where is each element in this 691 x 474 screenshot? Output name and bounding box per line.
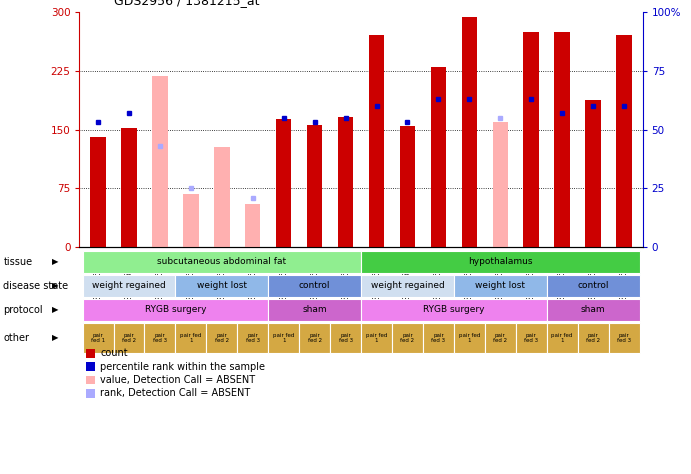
- Text: pair
fed 3: pair fed 3: [246, 333, 260, 343]
- Text: value, Detection Call = ABSENT: value, Detection Call = ABSENT: [100, 375, 255, 385]
- Text: subcutaneous abdominal fat: subcutaneous abdominal fat: [158, 257, 286, 266]
- Text: pair
fed 2: pair fed 2: [122, 333, 136, 343]
- Text: pair fed
1: pair fed 1: [459, 333, 480, 343]
- Text: control: control: [578, 282, 609, 291]
- Text: weight regained: weight regained: [92, 282, 166, 291]
- Bar: [307, 125, 323, 247]
- Bar: [585, 100, 601, 247]
- Text: other: other: [3, 333, 30, 343]
- Bar: [121, 128, 137, 247]
- Text: pair fed
1: pair fed 1: [180, 333, 202, 343]
- Text: pair
fed 2: pair fed 2: [400, 333, 415, 343]
- Text: sham: sham: [581, 306, 605, 315]
- Text: pair
fed 2: pair fed 2: [493, 333, 507, 343]
- Bar: [91, 137, 106, 247]
- Text: pair
fed 3: pair fed 3: [431, 333, 446, 343]
- Text: ▶: ▶: [52, 306, 58, 315]
- Bar: [152, 76, 168, 247]
- Text: pair
fed 3: pair fed 3: [339, 333, 352, 343]
- Text: RYGB surgery: RYGB surgery: [144, 306, 206, 315]
- Text: pair fed
1: pair fed 1: [273, 333, 294, 343]
- Text: weight lost: weight lost: [197, 282, 247, 291]
- Bar: [214, 147, 229, 247]
- Text: sham: sham: [303, 306, 327, 315]
- Bar: [276, 119, 292, 247]
- Text: control: control: [299, 282, 330, 291]
- Bar: [183, 194, 198, 247]
- Bar: [616, 36, 632, 247]
- Bar: [430, 67, 446, 247]
- Text: percentile rank within the sample: percentile rank within the sample: [100, 362, 265, 372]
- Text: pair
fed 2: pair fed 2: [215, 333, 229, 343]
- Bar: [338, 117, 353, 247]
- Text: ▶: ▶: [52, 257, 58, 266]
- Text: RYGB surgery: RYGB surgery: [423, 306, 484, 315]
- Text: disease state: disease state: [3, 281, 68, 291]
- Text: protocol: protocol: [3, 305, 43, 315]
- Bar: [462, 18, 477, 247]
- Text: tissue: tissue: [3, 257, 32, 267]
- Bar: [369, 36, 384, 247]
- Text: weight regained: weight regained: [370, 282, 444, 291]
- Text: pair
fed 3: pair fed 3: [617, 333, 631, 343]
- Text: pair
fed 3: pair fed 3: [153, 333, 167, 343]
- Text: pair
fed 2: pair fed 2: [586, 333, 600, 343]
- Bar: [493, 122, 508, 247]
- Bar: [524, 32, 539, 247]
- Text: weight lost: weight lost: [475, 282, 525, 291]
- Text: count: count: [100, 348, 128, 358]
- Text: hypothalamus: hypothalamus: [468, 257, 533, 266]
- Text: GDS2956 / 1381215_at: GDS2956 / 1381215_at: [114, 0, 260, 7]
- Text: pair fed
1: pair fed 1: [366, 333, 387, 343]
- Text: rank, Detection Call = ABSENT: rank, Detection Call = ABSENT: [100, 388, 250, 398]
- Bar: [399, 126, 415, 247]
- Text: ▶: ▶: [52, 282, 58, 291]
- Text: pair
fed 3: pair fed 3: [524, 333, 538, 343]
- Text: pair
fed 2: pair fed 2: [307, 333, 322, 343]
- Bar: [245, 204, 261, 247]
- Text: pair
fed 1: pair fed 1: [91, 333, 105, 343]
- Text: ▶: ▶: [52, 334, 58, 343]
- Bar: [554, 32, 570, 247]
- Text: pair fed
1: pair fed 1: [551, 333, 573, 343]
